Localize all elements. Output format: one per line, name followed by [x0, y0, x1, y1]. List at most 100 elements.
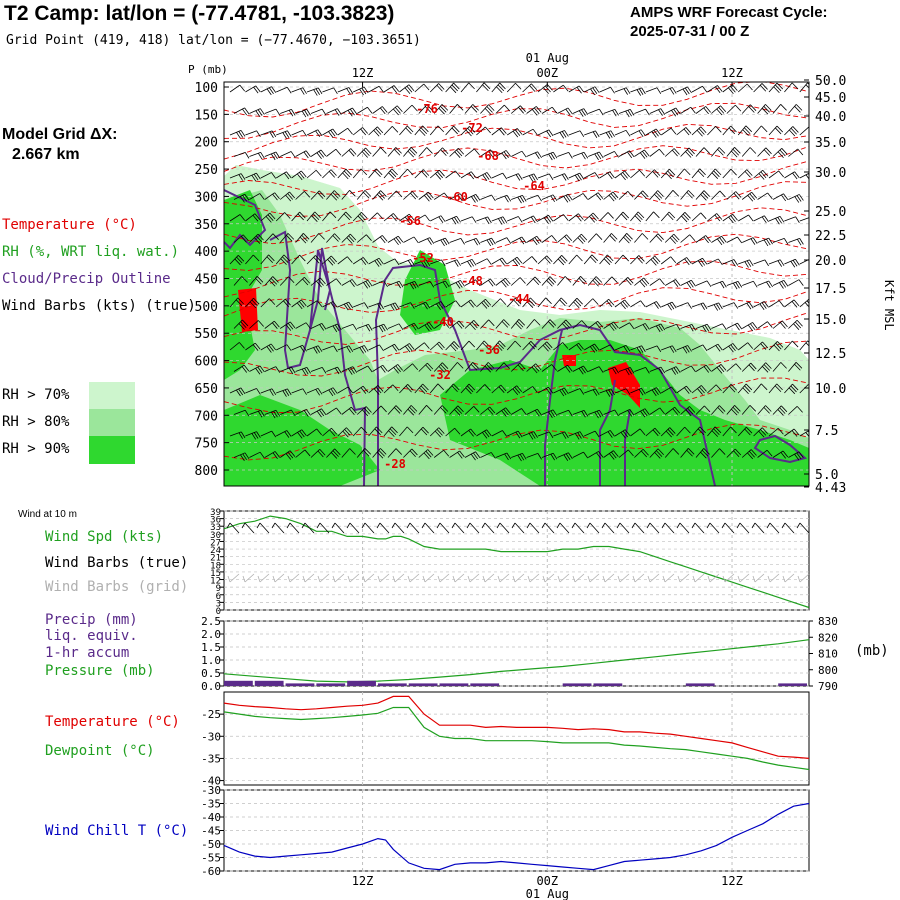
- wind-barb-true: [784, 522, 795, 534]
- wind-tick-label: 6: [216, 592, 221, 602]
- precip-liq-label: liq. equiv.: [45, 628, 138, 644]
- wind-barb-flag: [673, 280, 679, 287]
- wind-barb: [599, 86, 611, 93]
- wind-barb-flag: [286, 87, 292, 94]
- wind-barb: [742, 280, 754, 286]
- wind-barb-flag: [311, 215, 318, 222]
- wind-barb-flag: [659, 407, 665, 415]
- wind-barb-flag: [287, 130, 292, 137]
- wind-barb-grid: [679, 573, 690, 583]
- pressure-tick-label: 400: [195, 245, 218, 260]
- wind-barb-flag: [243, 364, 250, 372]
- wind-barb: [445, 427, 456, 437]
- wind-barb-flag: [703, 366, 710, 373]
- wind-barb-flag: [671, 301, 677, 309]
- wind-barb-flag: [565, 453, 571, 460]
- wind-barb-flag: [488, 104, 495, 111]
- wind-barb-flag: [362, 409, 369, 417]
- wind-barb: [387, 280, 400, 286]
- wind-barb-flag: [748, 301, 754, 309]
- wind-barb-flag: [360, 387, 367, 394]
- wind-barb-flag: [782, 450, 789, 458]
- wind-barb-flag: [439, 169, 445, 177]
- wind-barb-flag: [346, 237, 353, 244]
- wind-tick-label: 21: [210, 554, 221, 564]
- wind-barb-flag: [761, 107, 769, 115]
- wind-barb: [618, 366, 631, 372]
- wind-barb: [352, 212, 362, 222]
- temperature-contour-label: -64: [523, 179, 545, 193]
- wind-barb-grid: [379, 573, 390, 583]
- pressure-tick-label: 450: [195, 273, 218, 288]
- wind-barb-flag: [425, 259, 431, 267]
- wind-barb-flag: [805, 174, 809, 180]
- wind-barb-flag: [345, 211, 352, 219]
- wind-barb: [295, 150, 307, 157]
- wind-barb-true: [334, 522, 345, 534]
- wind-barb-flag: [257, 233, 264, 241]
- wind-barb: [233, 107, 245, 114]
- wind-barb: [322, 427, 332, 437]
- wind-barb-flag: [625, 87, 631, 94]
- wind-barb-grid-flag: [752, 575, 756, 583]
- wind-barb-flag: [349, 280, 355, 287]
- wind-barb-flag: [744, 385, 751, 393]
- wind-barb-true: [619, 522, 630, 534]
- wind-barb: [383, 168, 393, 179]
- wind-barb: [306, 211, 316, 222]
- wind-barb-flag: [460, 238, 465, 245]
- wind-barb-flag: [808, 126, 809, 128]
- wind-barb-flag: [411, 448, 418, 456]
- wind-barb: [434, 280, 446, 286]
- wind-barb: [726, 363, 737, 372]
- pressure-tick-label: 200: [195, 136, 218, 151]
- wind-barb-flag: [410, 192, 417, 200]
- wind-barb: [291, 388, 303, 394]
- wind-barb: [614, 87, 627, 93]
- wind-barb-flag: [688, 190, 695, 197]
- wind-barb-flag: [317, 388, 323, 395]
- wind-barb-flag: [240, 236, 247, 243]
- wind-barb: [310, 233, 320, 243]
- wind-barb: [229, 255, 239, 265]
- wind-barb: [310, 277, 321, 286]
- wind-barb-flag: [457, 362, 464, 369]
- wind-barb: [291, 129, 303, 136]
- wind-barb-flag: [253, 173, 259, 181]
- wind-barb-grid: [574, 573, 585, 583]
- wind-barb: [722, 302, 735, 308]
- wind-barb-flag: [253, 254, 260, 262]
- wind-barb-flag: [560, 297, 568, 305]
- wind-barb-flag: [625, 110, 630, 118]
- wind-barb-flag: [669, 346, 675, 353]
- wind-barb: [695, 280, 708, 286]
- wind-barb: [603, 321, 614, 329]
- wind-barb-flag: [622, 301, 628, 308]
- wind-barb-flag: [364, 302, 369, 309]
- wind-barb-flag: [503, 279, 509, 286]
- wind-barb-flag: [797, 148, 804, 156]
- wind-barb-flag: [240, 321, 247, 328]
- wind-barb: [433, 449, 444, 458]
- wind-barb-flag: [563, 196, 569, 203]
- wind-barb-grid: [484, 573, 495, 583]
- wind-barb-flag: [759, 303, 765, 310]
- wind-barb-flag: [491, 237, 496, 245]
- wind-barb: [495, 407, 506, 415]
- wind-barb-flag: [336, 407, 342, 415]
- wind-barb-flag: [574, 299, 582, 307]
- wind-barb: [753, 83, 763, 93]
- wind-barb-flag: [627, 110, 632, 117]
- wind-chill-line: [223, 802, 810, 871]
- wind-barb-flag: [453, 82, 460, 90]
- wind-barb-flag: [624, 234, 632, 242]
- wind-barb-flag: [750, 449, 757, 456]
- wind-barb: [599, 212, 609, 222]
- wind-barb-flag: [488, 319, 495, 327]
- wind-barb: [541, 106, 553, 114]
- wind-barb: [757, 104, 766, 114]
- wind-barb-flag: [406, 426, 414, 434]
- wind-barb: [387, 405, 397, 415]
- wind-barb: [229, 84, 241, 93]
- wind-barb-flag: [440, 215, 446, 222]
